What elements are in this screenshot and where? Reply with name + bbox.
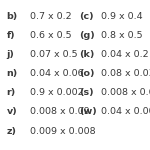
Text: 0.04 x 0.2: 0.04 x 0.2: [101, 50, 149, 59]
Text: 0.07 x 0.5: 0.07 x 0.5: [30, 50, 77, 59]
Text: b): b): [7, 12, 18, 21]
Text: 0.008 x 0.09: 0.008 x 0.09: [30, 107, 89, 116]
Text: 0.04 x 0.06: 0.04 x 0.06: [30, 69, 83, 78]
Text: 0.008 x 0.6: 0.008 x 0.6: [101, 88, 150, 97]
Text: 0.6 x 0.5: 0.6 x 0.5: [30, 31, 71, 40]
Text: (k): (k): [80, 50, 95, 59]
Text: f): f): [7, 31, 15, 40]
Text: 0.9 x 0.4: 0.9 x 0.4: [101, 12, 143, 21]
Text: z): z): [7, 127, 17, 136]
Text: (w): (w): [80, 107, 97, 116]
Text: 0.8 x 0.5: 0.8 x 0.5: [101, 31, 143, 40]
Text: (c): (c): [80, 12, 94, 21]
Text: 0.009 x 0.008: 0.009 x 0.008: [30, 127, 95, 136]
Text: (s): (s): [80, 88, 94, 97]
Text: 0.9 x 0.002: 0.9 x 0.002: [30, 88, 83, 97]
Text: v): v): [7, 107, 17, 116]
Text: 0.7 x 0.2: 0.7 x 0.2: [30, 12, 71, 21]
Text: 0.04 x 0.004: 0.04 x 0.004: [101, 107, 150, 116]
Text: (o): (o): [80, 69, 95, 78]
Text: j): j): [7, 50, 14, 59]
Text: n): n): [7, 69, 18, 78]
Text: r): r): [7, 88, 16, 97]
Text: 0.08 x 0.03: 0.08 x 0.03: [101, 69, 150, 78]
Text: (g): (g): [80, 31, 95, 40]
